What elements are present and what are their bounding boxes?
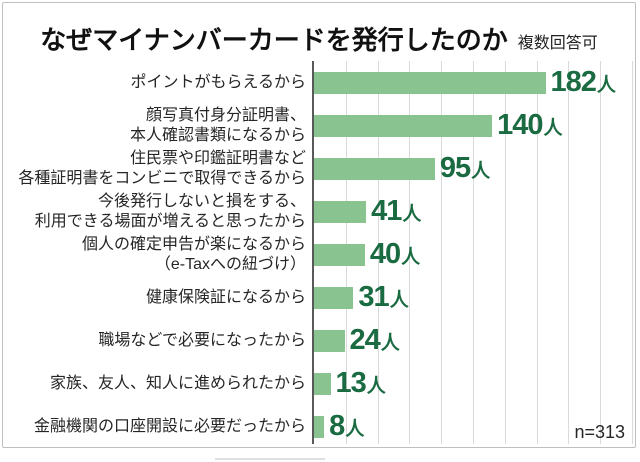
bar-cell: 95 人 — [312, 147, 632, 190]
gridline — [409, 61, 411, 444]
person-unit: 人 — [380, 333, 400, 354]
category-label: 金融機関の口座開設に必要だったから — [33, 417, 306, 435]
gridline — [473, 61, 474, 444]
bar — [314, 329, 345, 352]
chart-frame: なぜマイナンバーカードを発行したのか 複数回答可 ポイントがもらえるから 182 人… — [2, 2, 636, 448]
sample-size-label: n=313 — [574, 422, 625, 442]
person-unit: 人 — [401, 247, 421, 268]
bar-cell: 24 人 — [312, 319, 632, 362]
bar-cell: 182 人 — [312, 61, 632, 104]
gridline — [632, 61, 633, 444]
gridline — [536, 61, 538, 444]
plot-rows: ポイントがもらえるから 182 人顔写真付身分証明書、 本人確認書類になるから 140 人… — [3, 61, 632, 448]
bar-cell: 40 人 — [312, 233, 632, 276]
value-label: 24 人 — [349, 324, 400, 356]
value-label: 31 人 — [358, 281, 409, 313]
plot-area: ポイントがもらえるから 182 人顔写真付身分証明書、 本人確認書類になるから 140 人… — [3, 59, 635, 447]
value-label: 95 人 — [439, 152, 491, 184]
gridline — [441, 61, 443, 444]
person-unit: 人 — [389, 290, 409, 311]
bar-row: 健康保険証になるから 31 人 — [3, 276, 632, 319]
person-unit: 人 — [366, 376, 386, 397]
bar — [314, 71, 546, 94]
value-label: 182 人 — [550, 66, 616, 98]
bar-row: 顔写真付身分証明書、 本人確認書類になるから 140 人 — [3, 104, 632, 147]
bar — [314, 157, 435, 180]
bar-row: 今後発行しないと損をする、 利用できる場面が増えると思ったから 41 人 — [3, 190, 632, 233]
category-label: 家族、友人、知人に進められたから — [49, 374, 306, 392]
category-label: ポイントがもらえるから — [130, 73, 306, 91]
category-label: 健康保険証になるから — [145, 288, 306, 306]
bar-row: 住民票や印鑑証明書など 各種証明書をコンビニで取得できるから 95 人 — [3, 147, 632, 190]
bar-cell: 41 人 — [312, 190, 632, 233]
gridline — [504, 61, 506, 444]
bar-row: 金融機関の口座開設に必要だったから 8 人 — [3, 405, 632, 448]
chart-title: なぜマイナンバーカードを発行したのか — [40, 25, 508, 56]
bar — [314, 114, 493, 137]
bar — [314, 200, 367, 223]
gridline — [377, 61, 379, 444]
bar-row: 家族、友人、知人に進められたから 13 人 — [3, 362, 632, 405]
cropped-artifact — [215, 458, 325, 460]
gridline — [568, 61, 570, 444]
value-label: 13 人 — [335, 367, 386, 399]
category-label: 個人の確定申告が楽になるから （e-Taxへの紐づけ） — [81, 236, 306, 273]
multi-answer-note: 複数回答可 — [517, 35, 598, 52]
person-unit: 人 — [345, 419, 365, 440]
person-unit: 人 — [543, 118, 563, 139]
person-unit: 人 — [471, 161, 491, 182]
bar-cell: 140 人 — [312, 104, 632, 147]
value-label: 140 人 — [497, 109, 563, 141]
bar-row: ポイントがもらえるから 182 人 — [3, 61, 632, 104]
bar-row: 職場などで必要になったから 24 人 — [3, 319, 632, 362]
person-unit: 人 — [596, 75, 616, 96]
category-label: 住民票や印鑑証明書など 各種証明書をコンビニで取得できるから — [18, 150, 306, 187]
person-unit: 人 — [402, 204, 422, 225]
bar-row: 個人の確定申告が楽になるから （e-Taxへの紐づけ） 40 人 — [3, 233, 632, 276]
gridline — [600, 61, 602, 444]
bar-cell: 13 人 — [312, 362, 632, 405]
value-label: 41 人 — [371, 195, 422, 227]
bar-cell: 31 人 — [312, 276, 632, 319]
title-row: なぜマイナンバーカードを発行したのか 複数回答可 — [3, 3, 635, 55]
bar — [314, 286, 354, 309]
bar — [314, 415, 325, 438]
value-label: 40 人 — [369, 238, 421, 270]
category-label: 職場などで必要になったから — [98, 331, 306, 349]
category-label: 今後発行しないと損をする、 利用できる場面が増えると思ったから — [34, 193, 306, 230]
category-label: 顔写真付身分証明書、 本人確認書類になるから — [129, 107, 306, 144]
bar — [314, 372, 331, 395]
bar — [314, 243, 365, 266]
